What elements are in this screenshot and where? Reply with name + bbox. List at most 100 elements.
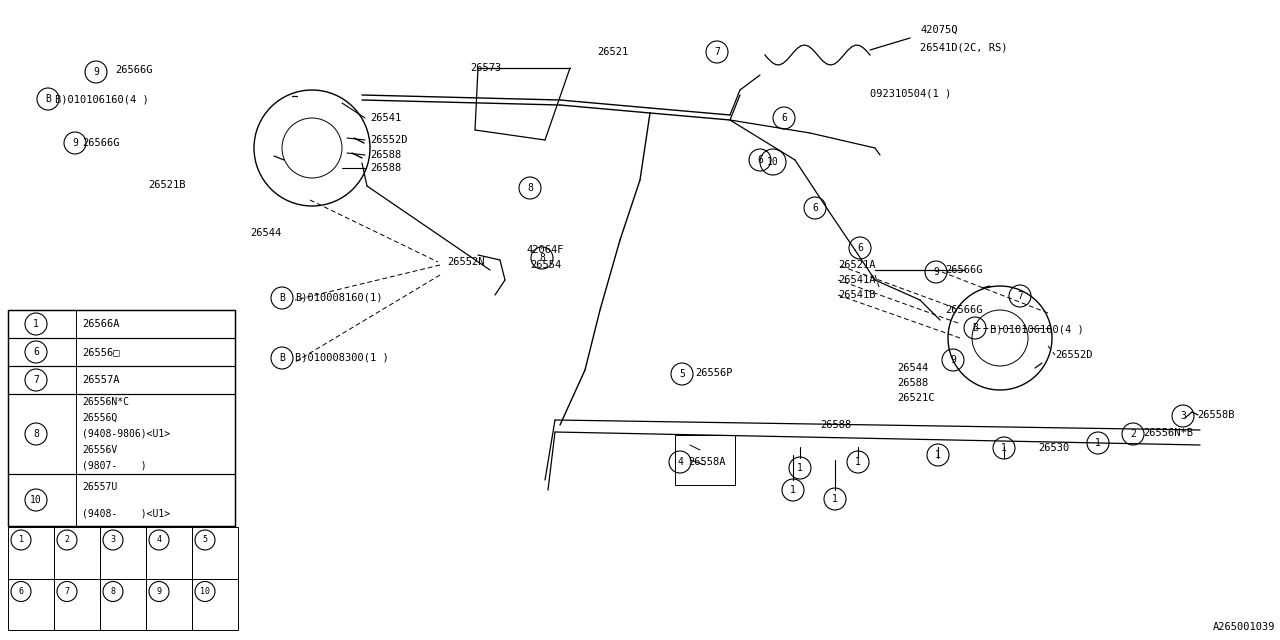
Text: 9: 9 (72, 138, 78, 148)
Text: 6: 6 (781, 113, 787, 123)
Text: 26541A: 26541A (838, 275, 876, 285)
Text: 26566G: 26566G (945, 265, 983, 275)
Text: 10: 10 (767, 157, 778, 167)
Text: 26556V: 26556V (82, 445, 118, 455)
Text: 2: 2 (64, 536, 69, 545)
Text: 26521A: 26521A (838, 260, 876, 270)
Text: 26556Q: 26556Q (82, 413, 118, 423)
Bar (8, 579, 54, 630)
Text: 26557A: 26557A (82, 375, 119, 385)
Bar (8, 527, 54, 579)
Text: 9: 9 (156, 587, 161, 596)
Text: 26566A: 26566A (82, 319, 119, 329)
Text: (9408-    )<U1>: (9408- )<U1> (82, 508, 170, 518)
Bar (146, 579, 192, 630)
Bar (192, 579, 238, 630)
Bar (8, 474, 236, 526)
Text: 26556N*C: 26556N*C (82, 397, 129, 407)
Text: 26566G: 26566G (945, 305, 983, 315)
Text: B)010106160(4 ): B)010106160(4 ) (55, 95, 148, 105)
Bar (8, 338, 236, 366)
Text: B: B (45, 94, 51, 104)
Text: 26557U: 26557U (82, 482, 118, 492)
Text: 26556□: 26556□ (82, 347, 119, 357)
Text: 26588: 26588 (897, 378, 928, 388)
Text: 7: 7 (1018, 291, 1023, 301)
Text: 26588: 26588 (820, 420, 851, 430)
Text: 26541: 26541 (370, 113, 401, 123)
Text: 7: 7 (64, 587, 69, 596)
Text: 8: 8 (33, 429, 38, 439)
Text: 26566G: 26566G (115, 65, 152, 75)
Bar (100, 527, 146, 579)
Text: 6: 6 (33, 347, 38, 357)
Text: 4: 4 (156, 536, 161, 545)
Text: 1: 1 (18, 536, 23, 545)
Bar (8, 366, 236, 394)
Text: 26558B: 26558B (1197, 410, 1234, 420)
Text: 7: 7 (33, 375, 38, 385)
Text: 26588: 26588 (370, 163, 401, 173)
Text: 26556N*B: 26556N*B (1143, 428, 1193, 438)
Text: 6: 6 (858, 243, 863, 253)
Text: 26552D: 26552D (370, 135, 407, 145)
Text: 8: 8 (539, 253, 545, 263)
Bar (54, 527, 100, 579)
Text: 8: 8 (527, 183, 532, 193)
Text: 1: 1 (797, 463, 803, 473)
Text: 9: 9 (950, 355, 956, 365)
Text: 26566G: 26566G (82, 138, 119, 148)
Text: 26556P: 26556P (695, 368, 732, 378)
Text: 26552D: 26552D (1055, 350, 1093, 360)
Text: 26521C: 26521C (897, 393, 934, 403)
Text: 42064F: 42064F (526, 245, 563, 255)
Text: B)010008300(1 ): B)010008300(1 ) (294, 353, 389, 363)
Text: 7: 7 (714, 47, 719, 57)
Text: 092310504(1 ): 092310504(1 ) (870, 88, 951, 98)
Text: 9: 9 (93, 67, 99, 77)
Text: 3: 3 (1180, 411, 1187, 421)
Text: 26521: 26521 (596, 47, 628, 57)
Text: B)010106160(4 ): B)010106160(4 ) (989, 325, 1084, 335)
Bar (8, 310, 236, 338)
Text: 5: 5 (202, 536, 207, 545)
Text: 26552N: 26552N (447, 257, 485, 267)
Text: B: B (972, 323, 978, 333)
Text: (9807-    ): (9807- ) (82, 461, 147, 471)
Text: 6: 6 (756, 155, 763, 165)
Text: 26521B: 26521B (148, 180, 186, 190)
Bar (100, 579, 146, 630)
Text: 26530: 26530 (1038, 443, 1069, 453)
Text: 4: 4 (677, 457, 684, 467)
Text: 10: 10 (31, 495, 42, 505)
Text: 8: 8 (110, 587, 115, 596)
Text: B)010008160(1): B)010008160(1) (294, 293, 383, 303)
Text: B: B (279, 353, 285, 363)
Text: 26541D(2C, RS): 26541D(2C, RS) (920, 43, 1007, 53)
Text: A265001039: A265001039 (1212, 622, 1275, 632)
Text: 9: 9 (933, 267, 940, 277)
Bar (192, 527, 238, 579)
Text: 26558A: 26558A (689, 457, 726, 467)
Bar (675, 435, 735, 485)
Text: 42075Q: 42075Q (920, 25, 957, 35)
Text: 26544: 26544 (250, 228, 282, 238)
Bar (8, 394, 236, 474)
Text: 1: 1 (790, 485, 796, 495)
Text: 26588: 26588 (370, 150, 401, 160)
Text: 10: 10 (200, 587, 210, 596)
Text: 26544: 26544 (897, 363, 928, 373)
Text: 5: 5 (680, 369, 685, 379)
Text: 6: 6 (18, 587, 23, 596)
Text: 1: 1 (832, 494, 838, 504)
Bar (54, 579, 100, 630)
Text: 1: 1 (855, 457, 861, 467)
Text: 1: 1 (1001, 443, 1007, 453)
Bar (146, 527, 192, 579)
Text: 2: 2 (1130, 429, 1135, 439)
Text: 1: 1 (1096, 438, 1101, 448)
Text: 26554: 26554 (530, 260, 561, 270)
Text: 1: 1 (936, 450, 941, 460)
Text: 26541B: 26541B (838, 290, 876, 300)
Text: 1: 1 (33, 319, 38, 329)
